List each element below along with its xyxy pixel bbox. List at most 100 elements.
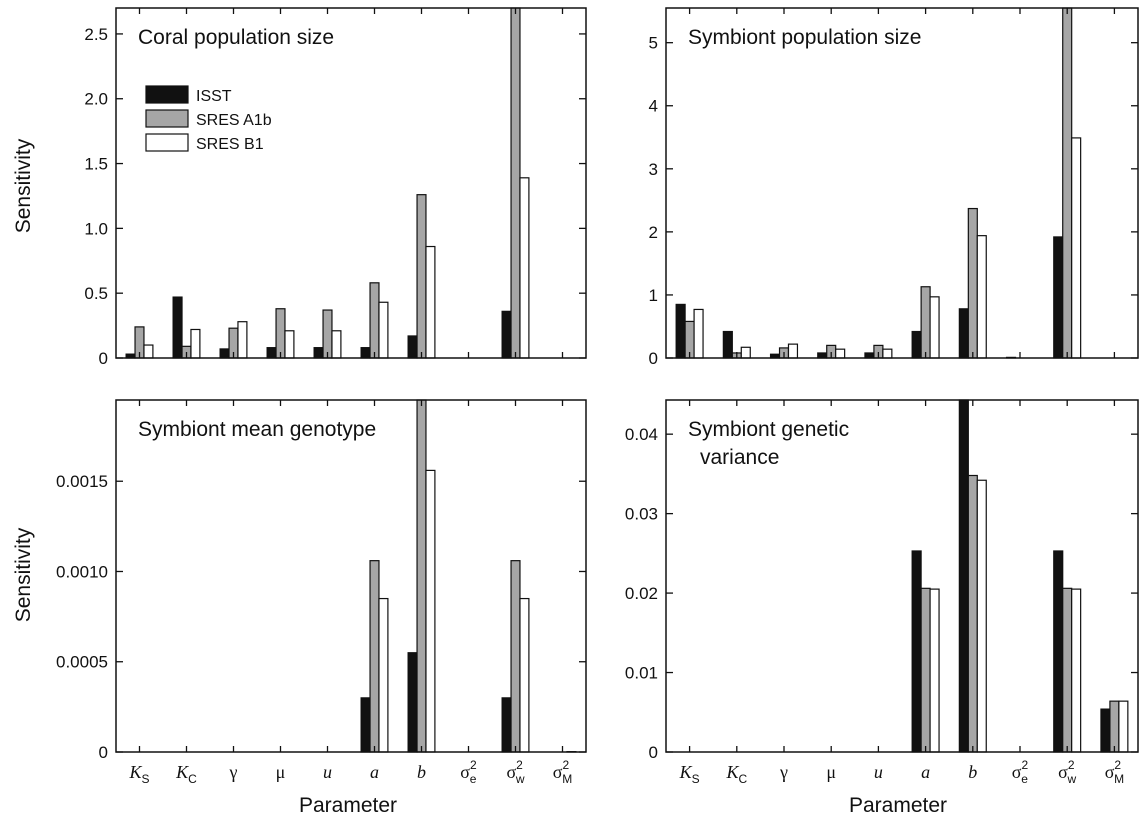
y-tick-label: 0.03 (625, 505, 658, 524)
y-tick-label: 0.01 (625, 664, 658, 683)
bar-isst-8 (501, 310, 512, 359)
plot-frame (115, 399, 587, 753)
bar-isst-4 (313, 347, 324, 359)
bar-sres-b1-6 (425, 469, 436, 753)
bar-sres-b1-5 (929, 296, 940, 359)
bar-isst-5 (360, 697, 371, 753)
x-axis-title-left: Parameter (299, 794, 397, 817)
bar-sres-b1-3 (835, 348, 846, 359)
bar-sres-b1-5 (378, 301, 389, 359)
panel-title: variance (700, 446, 779, 469)
bar-sres-b1-6 (425, 245, 436, 359)
panel-title: Symbiont population size (688, 26, 921, 49)
bar-sres-b1-6 (976, 235, 987, 359)
x-tick-label: b (417, 762, 426, 782)
bar-sres-b1-9 (1118, 700, 1129, 753)
legend-swatch (145, 133, 189, 152)
bar-sres-b1-1 (740, 346, 751, 359)
bar-isst-0 (675, 303, 686, 359)
legend-label: SRES A1b (196, 112, 272, 129)
y-tick-label: 0.0010 (56, 562, 108, 581)
x-tick-label: σ2 e (460, 758, 477, 786)
y-tick-label: 0 (649, 349, 658, 368)
plot-frame (665, 399, 1139, 753)
panel-1: 0 0.5 1.0 1.5 2.0 2.5 Coral population size ISS… (84, 7, 587, 368)
legend-swatch (145, 85, 189, 104)
legend-swatch (145, 109, 189, 128)
y-tick-label: 2 (649, 223, 658, 242)
y-axis-title-bottom: Sensitivity (12, 527, 35, 622)
bar-sres-a1b-9 (1109, 700, 1120, 753)
panel-title: Symbiont genetic (688, 418, 849, 441)
bar-sres-a1b-6 (967, 474, 978, 753)
x-axis-title-right: Parameter (849, 794, 947, 817)
bar-sres-b1-8 (519, 177, 530, 359)
y-tick-label: 1.5 (84, 155, 108, 174)
x-tick-label: KS (128, 762, 149, 786)
bar-sres-b1-1 (190, 328, 201, 359)
bar-isst-6 (407, 652, 418, 753)
bar-isst-3 (266, 347, 277, 359)
x-tick-label: γ (779, 762, 788, 782)
panel-title: Symbiont mean genotype (138, 418, 376, 441)
bar-sres-a1b-4 (322, 309, 333, 359)
x-tick-label: u (323, 762, 332, 782)
bar-isst-1 (722, 330, 733, 359)
bar-isst-3 (817, 352, 828, 359)
y-tick-label: 0 (99, 743, 108, 762)
bar-isst-5 (360, 347, 371, 359)
x-tick-label: σ2 M (1105, 758, 1124, 786)
x-tick-label: μ (276, 762, 286, 782)
y-tick-label: 3 (649, 160, 658, 179)
bar-sres-b1-0 (693, 308, 704, 359)
bar-sres-a1b-8 (510, 7, 521, 359)
x-tick-label: KC (725, 762, 747, 786)
x-tick-label: μ (826, 762, 836, 782)
y-tick-label: 0.0005 (56, 653, 108, 672)
y-tick-label: 4 (649, 97, 658, 116)
bar-sres-a1b-5 (920, 587, 931, 753)
bar-sres-a1b-6 (967, 207, 978, 359)
y-tick-label: 1 (649, 286, 658, 305)
bar-isst-8 (1053, 236, 1064, 359)
y-tick-label: 0 (99, 349, 108, 368)
bar-sres-b1-6 (976, 479, 987, 753)
y-tick-label: 0.04 (625, 425, 658, 444)
y-tick-label: 2.5 (84, 25, 108, 44)
x-tick-label: a (921, 762, 930, 782)
bar-sres-a1b-6 (416, 399, 427, 753)
bar-isst-1 (172, 296, 183, 359)
bar-sres-a1b-8 (1062, 7, 1073, 359)
plot-frame (665, 7, 1139, 359)
y-tick-label: 0.0015 (56, 472, 108, 491)
bar-sres-b1-4 (882, 348, 893, 359)
x-tick-label: γ (229, 762, 238, 782)
bar-isst-5 (911, 330, 922, 359)
bar-sres-b1-2 (237, 321, 248, 359)
bar-sres-a1b-5 (369, 560, 380, 753)
y-tick-label: 5 (649, 34, 658, 53)
panel-2: 0 1 2 3 4 5 Symbiont population size (649, 7, 1139, 368)
x-tick-label: KS (679, 762, 700, 786)
bar-sres-b1-2 (787, 343, 799, 359)
bar-sres-b1-5 (929, 588, 940, 753)
x-tick-label: u (874, 762, 883, 782)
bar-sres-a1b-5 (369, 282, 380, 359)
bar-sres-b1-4 (331, 330, 342, 359)
x-tick-label: σ2 w (1058, 758, 1076, 786)
legend-label: SRES B1 (196, 136, 264, 153)
bar-isst-6 (958, 399, 969, 753)
panel-4: 0 0.01 0.02 0.03 0.04 KS KC γ μ u a b σ2 e σ2 w σ2 M Symbi… (625, 399, 1139, 786)
bar-isst-8 (501, 697, 512, 753)
x-tick-label: σ2 e (1012, 758, 1029, 786)
x-tick-label: KC (175, 762, 197, 786)
bar-isst-6 (407, 335, 418, 359)
bar-sres-b1-0 (143, 344, 154, 359)
bar-sres-a1b-8 (1062, 587, 1073, 753)
bar-sres-b1-8 (519, 597, 530, 753)
y-tick-label: 0 (649, 743, 658, 762)
y-axis-title-top: Sensitivity (12, 138, 35, 233)
bar-isst-6 (958, 308, 969, 359)
legend-label: ISST (196, 88, 232, 105)
